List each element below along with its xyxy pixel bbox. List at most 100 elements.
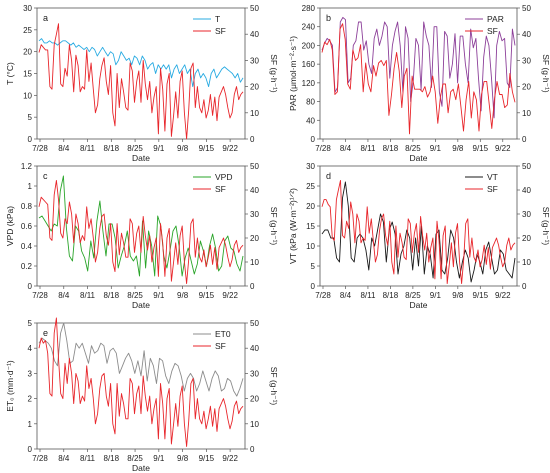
y2-tick-label: 40 bbox=[250, 186, 259, 195]
y2-axis-title: SF (g·h⁻¹) bbox=[541, 54, 550, 93]
x-tick-label: 9/15 bbox=[199, 291, 215, 300]
x-axis-title: Date bbox=[132, 153, 150, 163]
y-axis-title: PAR (μmol·m⁻²·s⁻¹) bbox=[288, 36, 298, 111]
x-tick-label: 8/18 bbox=[104, 291, 120, 300]
x-tick-label: 8/4 bbox=[58, 144, 70, 153]
x-axis-title: Date bbox=[410, 300, 428, 310]
y2-tick-label: 20 bbox=[250, 395, 259, 404]
y2-tick-label: 30 bbox=[250, 210, 259, 219]
y2-axis-title: SF (g·h⁻¹) bbox=[541, 207, 550, 246]
x-tick-label: 9/22 bbox=[495, 291, 511, 300]
y2-tick-label: 0 bbox=[522, 135, 527, 144]
y-tick-label: 200 bbox=[302, 41, 316, 50]
chart-panel-c: c 0 0.2 0.4 0.6 0.8 1 1.2 0 10 20 30 40 50 7/28 8/4 8/11… bbox=[5, 162, 279, 310]
series-line-vt bbox=[321, 181, 516, 283]
y2-tick-label: 20 bbox=[250, 83, 259, 92]
x-tick-label: 8/11 bbox=[360, 144, 376, 153]
legend-label-sf: SF bbox=[215, 184, 226, 194]
y-tick-label: 0 bbox=[28, 445, 33, 454]
y-tick-label: 10 bbox=[306, 242, 315, 251]
x-tick-label: 9/22 bbox=[222, 291, 238, 300]
y-axis-title: T (°C) bbox=[5, 62, 15, 85]
legend-label-t: T bbox=[215, 14, 220, 24]
y2-tick-label: 50 bbox=[250, 4, 259, 13]
y2-tick-label: 50 bbox=[522, 162, 531, 171]
x-tick-label: 8/18 bbox=[383, 291, 399, 300]
x-tick-label: 8/11 bbox=[80, 291, 96, 300]
x-tick-label: 9/1 bbox=[430, 144, 442, 153]
y-tick-label: 40 bbox=[306, 116, 315, 125]
x-tick-label: 8/11 bbox=[80, 144, 96, 153]
y2-tick-label: 30 bbox=[250, 56, 259, 65]
x-tick-label: 8/25 bbox=[405, 144, 421, 153]
panel-label: d bbox=[326, 171, 331, 181]
y2-tick-label: 50 bbox=[250, 162, 259, 171]
y2-axis-title: SF (g·h⁻¹) bbox=[269, 207, 279, 246]
legend-label-vt: VT bbox=[487, 172, 498, 182]
panel-label: c bbox=[43, 171, 48, 181]
y2-tick-label: 20 bbox=[250, 234, 259, 243]
y2-tick-label: 10 bbox=[250, 258, 259, 267]
x-tick-label: 9/15 bbox=[199, 144, 215, 153]
chart-panel-a: a 0 5 10 15 20 25 30 0 10 20 30 40 50 7/28 8/4 8/11 8/18 8… bbox=[5, 4, 279, 163]
y-tick-label: 5 bbox=[28, 113, 33, 122]
x-tick-label: 8/4 bbox=[340, 144, 352, 153]
plot-frame bbox=[319, 7, 518, 140]
y-tick-label: 5 bbox=[28, 319, 33, 328]
chart-panel-b: b 0 40 80 120 160 200 240 280 0 10 20 30 40 50 7/28 8/4 8… bbox=[288, 4, 550, 163]
y-axis-title: VT (kPa (W·m⁻²)¹ᐟ²) bbox=[288, 188, 298, 264]
x-tick-label: 9/8 bbox=[177, 144, 189, 153]
series-line-sf bbox=[38, 179, 244, 285]
y-tick-label: 25 bbox=[23, 26, 32, 35]
x-tick-label: 9/8 bbox=[452, 291, 464, 300]
y-tick-label: 4 bbox=[28, 344, 33, 353]
series-line-sf bbox=[321, 179, 516, 285]
series-line-t bbox=[38, 38, 244, 88]
y-tick-label: 0.8 bbox=[21, 202, 33, 211]
x-tick-label: 8/25 bbox=[127, 454, 143, 463]
series-line-sf bbox=[321, 23, 516, 135]
y-tick-label: 15 bbox=[23, 70, 32, 79]
y2-tick-label: 10 bbox=[250, 420, 259, 429]
y-tick-label: 0 bbox=[311, 135, 316, 144]
y2-tick-label: 40 bbox=[522, 30, 531, 39]
y-tick-label: 120 bbox=[302, 79, 316, 88]
series-line-sf bbox=[38, 317, 244, 447]
x-tick-label: 7/28 bbox=[315, 291, 331, 300]
y-tick-label: 15 bbox=[306, 222, 315, 231]
y-tick-label: 30 bbox=[306, 162, 315, 171]
y2-tick-label: 10 bbox=[250, 109, 259, 118]
y-tick-label: 1 bbox=[28, 420, 33, 429]
x-tick-label: 8/4 bbox=[340, 291, 352, 300]
plot-frame bbox=[36, 7, 246, 140]
y2-tick-label: 10 bbox=[522, 258, 531, 267]
y-tick-label: 30 bbox=[23, 4, 32, 13]
y-tick-label: 160 bbox=[302, 60, 316, 69]
y-tick-label: 280 bbox=[302, 4, 316, 13]
y-tick-label: 2 bbox=[28, 395, 33, 404]
y2-tick-label: 20 bbox=[522, 83, 531, 92]
y2-tick-label: 30 bbox=[250, 369, 259, 378]
x-tick-label: 9/8 bbox=[452, 144, 464, 153]
x-tick-label: 9/8 bbox=[177, 291, 189, 300]
y-axis-title: ET₀ (mm·d⁻¹) bbox=[5, 360, 15, 412]
series-line-sf bbox=[38, 23, 244, 140]
chart-panel-d: d 0 5 10 15 20 25 30 0 10 20 30 40 50 7/28 8/4 8/11 8/18 8… bbox=[288, 162, 550, 310]
x-tick-label: 7/28 bbox=[32, 291, 48, 300]
x-tick-label: 8/18 bbox=[104, 454, 120, 463]
x-tick-label: 9/1 bbox=[153, 144, 165, 153]
y-tick-label: 0 bbox=[28, 135, 33, 144]
legend-label-sf: SF bbox=[215, 26, 226, 36]
x-tick-label: 8/11 bbox=[80, 454, 96, 463]
x-tick-label: 8/25 bbox=[127, 291, 143, 300]
x-tick-label: 8/25 bbox=[127, 144, 143, 153]
y2-tick-label: 30 bbox=[522, 56, 531, 65]
legend-label-par: PAR bbox=[487, 14, 504, 24]
y2-tick-label: 20 bbox=[522, 234, 531, 243]
legend-label-vpd: VPD bbox=[215, 172, 232, 182]
y2-tick-label: 0 bbox=[250, 445, 255, 454]
y2-tick-label: 40 bbox=[250, 30, 259, 39]
x-tick-label: 7/28 bbox=[32, 144, 48, 153]
y2-tick-label: 40 bbox=[522, 186, 531, 195]
